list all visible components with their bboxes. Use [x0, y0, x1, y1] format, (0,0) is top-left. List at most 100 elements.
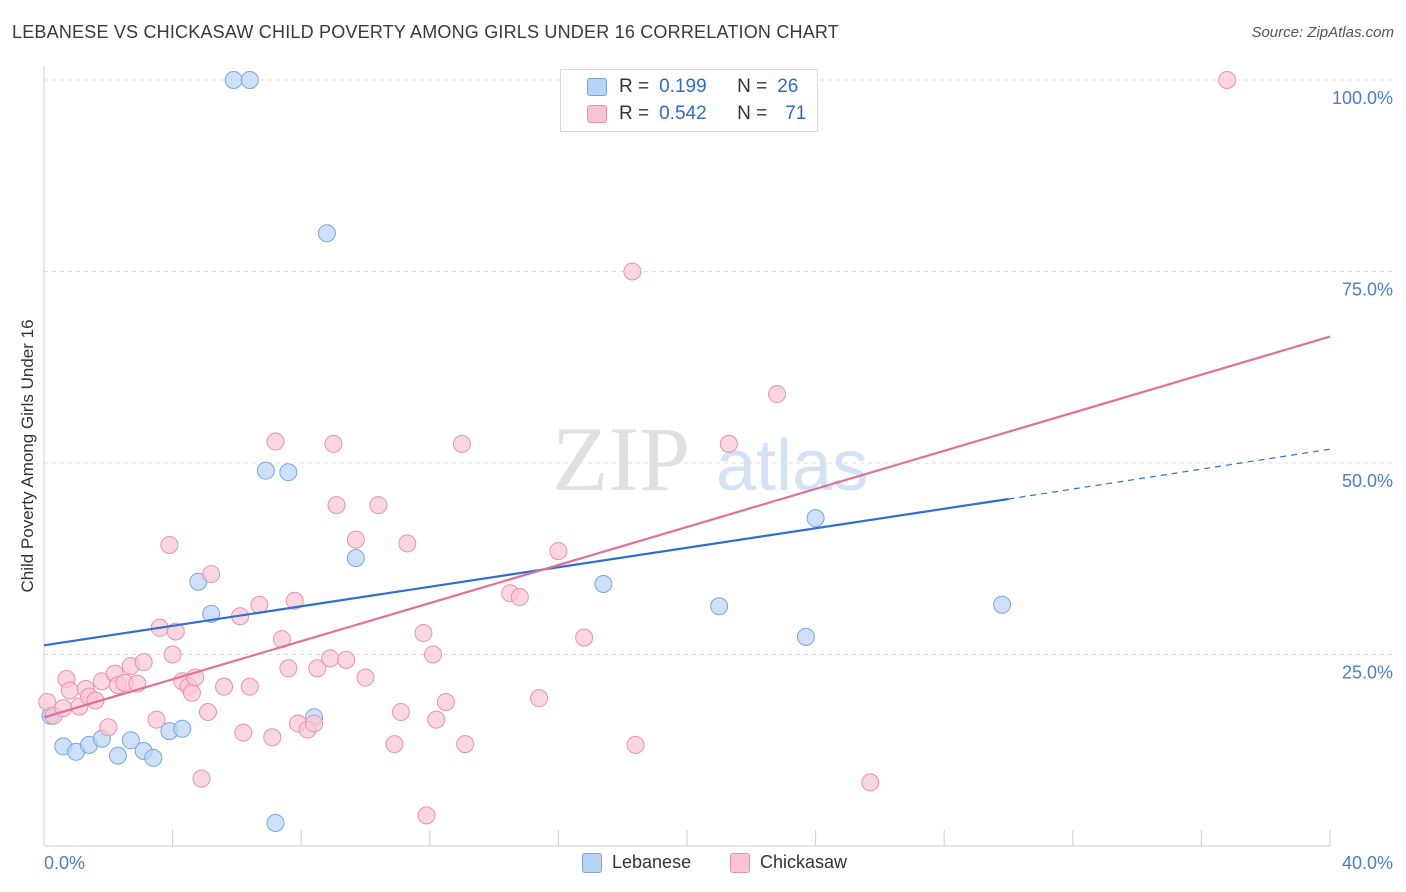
chickasaw-point [166, 622, 185, 641]
lebanese-point [806, 509, 825, 528]
chickasaw-point [202, 565, 221, 584]
chickasaw-point [305, 714, 324, 733]
chickasaw-point [510, 588, 529, 607]
data-points [38, 71, 1237, 833]
lebanese-point [144, 748, 163, 767]
x-tick-label: 0.0% [44, 853, 85, 873]
chickasaw-point [215, 677, 234, 696]
chickasaw-point [398, 534, 417, 553]
watermark: ZIP atlas [552, 408, 868, 510]
lebanese-point [240, 71, 259, 89]
lebanese-point [796, 627, 815, 646]
lebanese-point [256, 461, 275, 480]
chickasaw-point [427, 710, 446, 729]
lebanese-n-value: 26 [777, 76, 799, 97]
lebanese-point [346, 548, 365, 567]
lebanese-r-value: 0.199 [659, 76, 707, 97]
legend-item-chickasaw: Chickasaw [730, 852, 847, 873]
chickasaw-point [346, 530, 365, 549]
watermark-zip: ZIP [552, 408, 690, 510]
chickasaw-point [182, 683, 201, 702]
lebanese-point [594, 575, 613, 594]
tick-labels: 25.0% 50.0% 75.0% 100.0% 0.0% 40.0% [44, 88, 1393, 873]
trend-lines [43, 335, 1331, 719]
lebanese-legend-swatch [582, 852, 602, 873]
chickasaw-point [417, 806, 436, 825]
chickasaw-point [861, 773, 880, 792]
chickasaw-point [279, 659, 298, 678]
lebanese-point [317, 224, 336, 243]
r-label: R = [619, 103, 650, 124]
lebanese-point [224, 71, 243, 89]
chickasaw-point [424, 645, 443, 664]
chart-title: LEBANESE VS CHICKASAW CHILD POVERTY AMON… [12, 22, 839, 42]
chickasaw-point [160, 535, 179, 554]
legend-row-chickasaw: R = 0.542 N = 71 [587, 101, 806, 127]
chickasaw-point [308, 659, 327, 678]
lebanese-point [108, 746, 127, 765]
chickasaw-point [391, 702, 410, 721]
chickasaw-point [240, 677, 259, 696]
chickasaw-point [436, 692, 455, 711]
chickasaw-point [60, 681, 79, 700]
chickasaw-point [321, 649, 340, 668]
chickasaw-point [147, 710, 166, 729]
chickasaw-point [549, 542, 568, 561]
chickasaw-point [263, 728, 282, 747]
chickasaw-trend-line [43, 335, 1331, 719]
legend-label-chickasaw: Chickasaw [760, 852, 848, 872]
legend-label-lebanese: Lebanese [612, 852, 692, 872]
y-tick-label: 100.0% [1332, 88, 1393, 108]
chickasaw-point [575, 628, 594, 647]
correlation-legend: R = 0.199 N = 26 R = 0.542 N = 71 [560, 69, 818, 132]
lebanese-point [710, 597, 729, 616]
chickasaw-point [626, 735, 645, 754]
chickasaw-point [719, 434, 738, 453]
y-tick-label: 50.0% [1342, 471, 1393, 491]
y-tick-label: 25.0% [1342, 663, 1393, 683]
lebanese-point [173, 719, 192, 738]
chickasaw-point [456, 735, 475, 754]
chickasaw-swatch [587, 105, 607, 123]
chickasaw-point [324, 434, 343, 453]
lebanese-point [202, 604, 221, 623]
chickasaw-point [327, 496, 346, 515]
chickasaw-point [285, 591, 304, 610]
chickasaw-point [414, 624, 433, 643]
source-label: Source: ZipAtlas.com [1251, 24, 1394, 41]
x-tick-label: 40.0% [1342, 853, 1393, 873]
lebanese-point [266, 814, 285, 833]
chickasaw-point [337, 650, 356, 669]
lebanese-trend-line [43, 497, 1009, 647]
grid-lines [44, 79, 1392, 655]
chickasaw-point [452, 434, 471, 453]
chickasaw-legend-swatch [730, 852, 750, 873]
lebanese-trend-extension [1008, 448, 1331, 500]
chickasaw-point [99, 718, 118, 737]
chickasaw-point [192, 769, 211, 788]
r-label: R = [619, 76, 650, 97]
chickasaw-point [623, 262, 642, 281]
chickasaw-point [134, 653, 153, 672]
n-label: N = [737, 103, 768, 124]
chickasaw-n-value: 71 [785, 103, 807, 124]
chickasaw-point [356, 668, 375, 687]
chickasaw-point [1218, 71, 1237, 89]
chickasaw-point [768, 385, 787, 404]
lebanese-point [121, 731, 140, 750]
chickasaw-point [530, 689, 549, 708]
chickasaw-r-value: 0.542 [659, 103, 707, 124]
y-axis-label: Child Poverty Among Girls Under 16 [18, 319, 37, 593]
chickasaw-point [163, 645, 182, 664]
lebanese-swatch [587, 78, 607, 96]
n-label: N = [737, 76, 768, 97]
lebanese-point [993, 595, 1012, 614]
chickasaw-point [266, 432, 285, 451]
chickasaw-point [369, 496, 388, 515]
chickasaw-point [234, 723, 253, 742]
lebanese-point [279, 463, 298, 482]
legend-item-lebanese: Lebanese [582, 852, 691, 873]
series-legend: Lebanese Chickasaw [0, 852, 1406, 878]
legend-row-lebanese: R = 0.199 N = 26 [587, 74, 798, 100]
